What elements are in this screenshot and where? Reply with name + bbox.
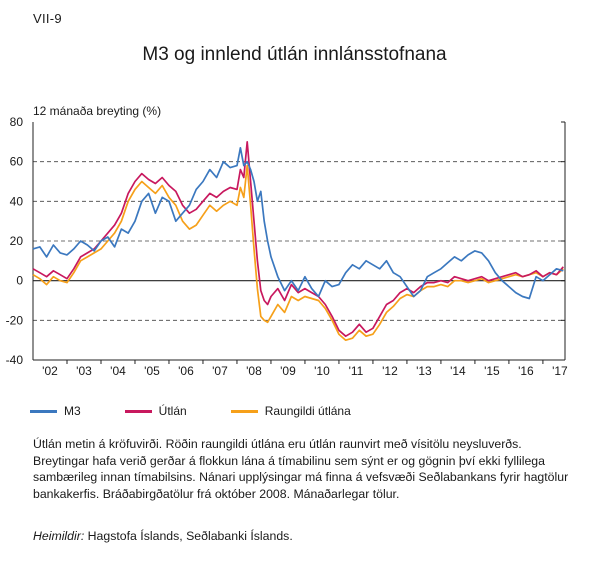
y-tick-label: 40 <box>10 194 24 208</box>
legend: M3 Útlán Raungildi útlána <box>30 403 395 419</box>
x-tick-label: '13 <box>416 364 432 378</box>
legend-item-raungildi: Raungildi útlána <box>230 404 351 418</box>
x-tick-label: '02 <box>42 364 58 378</box>
x-tick-label: '16 <box>518 364 534 378</box>
chart-title: M3 og innlend útlán innlánsstofnana <box>142 44 447 65</box>
sources-text: Hagstofa Íslands, Seðlabanki Íslands. <box>87 529 293 543</box>
x-tick-label: '14 <box>450 364 466 378</box>
y-tick-label: -20 <box>6 313 24 327</box>
y-tick-label: 60 <box>10 155 24 169</box>
chart-area: -40 -20 0 20 40 60 80 '02 '03 '04 '05 '06 '07 '08 '09 '… <box>6 115 568 378</box>
series-lines <box>32 140 564 342</box>
x-tick-label: '08 <box>246 364 262 378</box>
series-raungildi-line <box>32 164 564 342</box>
y-tick-label: 20 <box>10 234 24 248</box>
x-tick-label: '05 <box>144 364 160 378</box>
legend-swatch-utlan <box>124 409 152 413</box>
legend-item-m3: M3 <box>30 404 81 418</box>
chart-note: Útlán metin á kröfuvirði. Röðin raungild… <box>33 437 569 501</box>
x-tick-label: '15 <box>484 364 500 378</box>
legend-label-utlan: Útlán <box>158 404 187 418</box>
y-tick-label: 0 <box>16 274 23 288</box>
axes <box>32 121 566 364</box>
legend-label-raungildi: Raungildi útlána <box>264 404 351 418</box>
sources-line: Heimildir: Hagstofa Íslands, Seðlabanki … <box>33 529 293 543</box>
sources-label: Heimildir: <box>33 529 85 543</box>
x-tick-label: '03 <box>76 364 92 378</box>
tick-labels: -40 -20 0 20 40 60 80 '02 '03 '04 '05 '06 '07 '08 '09 '… <box>6 115 568 378</box>
legend-item-utlan: Útlán <box>124 404 187 418</box>
x-tick-label: '12 <box>382 364 398 378</box>
x-tick-label: '10 <box>314 364 330 378</box>
x-tick-label: '04 <box>110 364 126 378</box>
grid-lines <box>33 161 565 321</box>
y-tick-label: 80 <box>10 115 24 129</box>
series-m3-line <box>32 146 564 300</box>
legend-swatch-raungildi <box>230 409 258 413</box>
x-tick-label: '07 <box>212 364 228 378</box>
legend-swatch-m3 <box>30 409 57 413</box>
y-tick-label: -40 <box>6 353 24 367</box>
x-tick-label: '11 <box>349 364 364 378</box>
x-tick-label: '17 <box>552 364 568 378</box>
x-tick-label: '09 <box>280 364 296 378</box>
x-tick-label: '06 <box>178 364 194 378</box>
y-axis-label: 12 mánaða breyting (%) <box>33 104 162 118</box>
series-utlan-line <box>32 140 564 338</box>
legend-label-m3: M3 <box>64 404 81 418</box>
figure-label: VII-9 <box>33 11 62 26</box>
